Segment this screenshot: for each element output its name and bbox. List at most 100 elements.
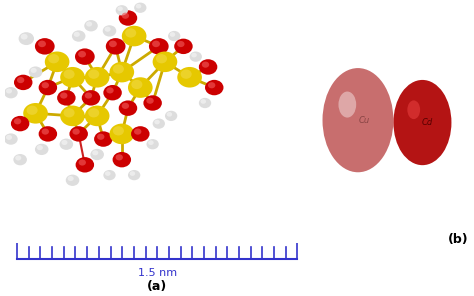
Circle shape <box>146 98 154 104</box>
Circle shape <box>91 149 104 160</box>
Circle shape <box>409 103 430 134</box>
Circle shape <box>82 90 100 106</box>
Circle shape <box>338 92 372 140</box>
Circle shape <box>416 112 421 121</box>
Circle shape <box>324 70 392 170</box>
Circle shape <box>134 3 146 13</box>
Circle shape <box>130 171 135 176</box>
Circle shape <box>62 140 67 145</box>
Circle shape <box>103 25 116 37</box>
Circle shape <box>153 118 165 129</box>
Circle shape <box>398 87 445 155</box>
Circle shape <box>400 90 443 152</box>
Circle shape <box>170 32 175 37</box>
Circle shape <box>122 13 129 19</box>
Circle shape <box>334 84 378 150</box>
Circle shape <box>393 80 451 165</box>
Text: Cd: Cd <box>422 118 433 127</box>
Text: (a): (a) <box>147 280 167 293</box>
Circle shape <box>18 32 34 45</box>
Circle shape <box>6 135 12 140</box>
Circle shape <box>118 10 137 26</box>
Circle shape <box>60 106 85 126</box>
Circle shape <box>106 87 114 94</box>
Circle shape <box>349 107 358 120</box>
Text: (b): (b) <box>447 233 468 246</box>
Circle shape <box>13 154 27 165</box>
Circle shape <box>325 71 391 168</box>
Circle shape <box>352 111 354 114</box>
Circle shape <box>406 98 435 141</box>
Circle shape <box>165 111 177 121</box>
Circle shape <box>14 75 32 90</box>
Circle shape <box>143 95 162 111</box>
Circle shape <box>128 170 140 180</box>
Circle shape <box>105 27 110 32</box>
Circle shape <box>337 89 374 144</box>
Circle shape <box>202 62 209 68</box>
Circle shape <box>346 104 361 124</box>
Circle shape <box>146 139 159 149</box>
Circle shape <box>407 100 433 137</box>
Circle shape <box>94 131 113 147</box>
Circle shape <box>116 154 123 160</box>
Circle shape <box>337 90 373 142</box>
Circle shape <box>69 126 88 141</box>
Circle shape <box>339 93 370 138</box>
Circle shape <box>208 82 215 88</box>
Circle shape <box>60 92 67 99</box>
Circle shape <box>57 90 75 106</box>
Circle shape <box>148 140 154 145</box>
Circle shape <box>103 170 116 180</box>
Circle shape <box>73 128 80 135</box>
Circle shape <box>78 51 86 57</box>
Circle shape <box>29 66 42 78</box>
Circle shape <box>201 99 206 104</box>
Circle shape <box>152 41 160 47</box>
Circle shape <box>86 22 92 27</box>
Circle shape <box>68 176 73 181</box>
Circle shape <box>38 41 46 47</box>
Circle shape <box>11 116 29 131</box>
Circle shape <box>122 26 146 46</box>
Circle shape <box>4 133 18 145</box>
Circle shape <box>174 39 192 54</box>
Circle shape <box>39 126 57 141</box>
Circle shape <box>106 38 126 54</box>
Text: Cu: Cu <box>359 116 370 125</box>
Circle shape <box>97 134 104 140</box>
Circle shape <box>402 93 439 147</box>
Circle shape <box>336 87 376 146</box>
Circle shape <box>27 106 37 115</box>
Circle shape <box>4 87 18 98</box>
Circle shape <box>205 80 224 95</box>
Circle shape <box>14 118 21 124</box>
Circle shape <box>190 52 202 62</box>
Circle shape <box>118 7 123 11</box>
Circle shape <box>328 77 385 160</box>
Circle shape <box>342 96 368 134</box>
Circle shape <box>394 81 450 163</box>
Circle shape <box>149 38 169 54</box>
Circle shape <box>35 144 48 155</box>
Circle shape <box>327 74 388 164</box>
Circle shape <box>48 54 59 63</box>
Circle shape <box>113 64 124 74</box>
Circle shape <box>168 31 180 41</box>
Circle shape <box>341 95 369 136</box>
Circle shape <box>128 77 153 98</box>
Circle shape <box>21 34 27 40</box>
Circle shape <box>131 80 142 89</box>
Circle shape <box>42 128 49 135</box>
Circle shape <box>347 105 359 122</box>
Circle shape <box>23 103 48 124</box>
Circle shape <box>338 91 356 118</box>
Circle shape <box>72 30 85 42</box>
Circle shape <box>31 68 36 73</box>
Circle shape <box>405 97 436 142</box>
Circle shape <box>177 67 202 88</box>
Circle shape <box>329 78 384 158</box>
Circle shape <box>84 20 98 31</box>
Circle shape <box>346 102 362 126</box>
Circle shape <box>401 92 440 149</box>
